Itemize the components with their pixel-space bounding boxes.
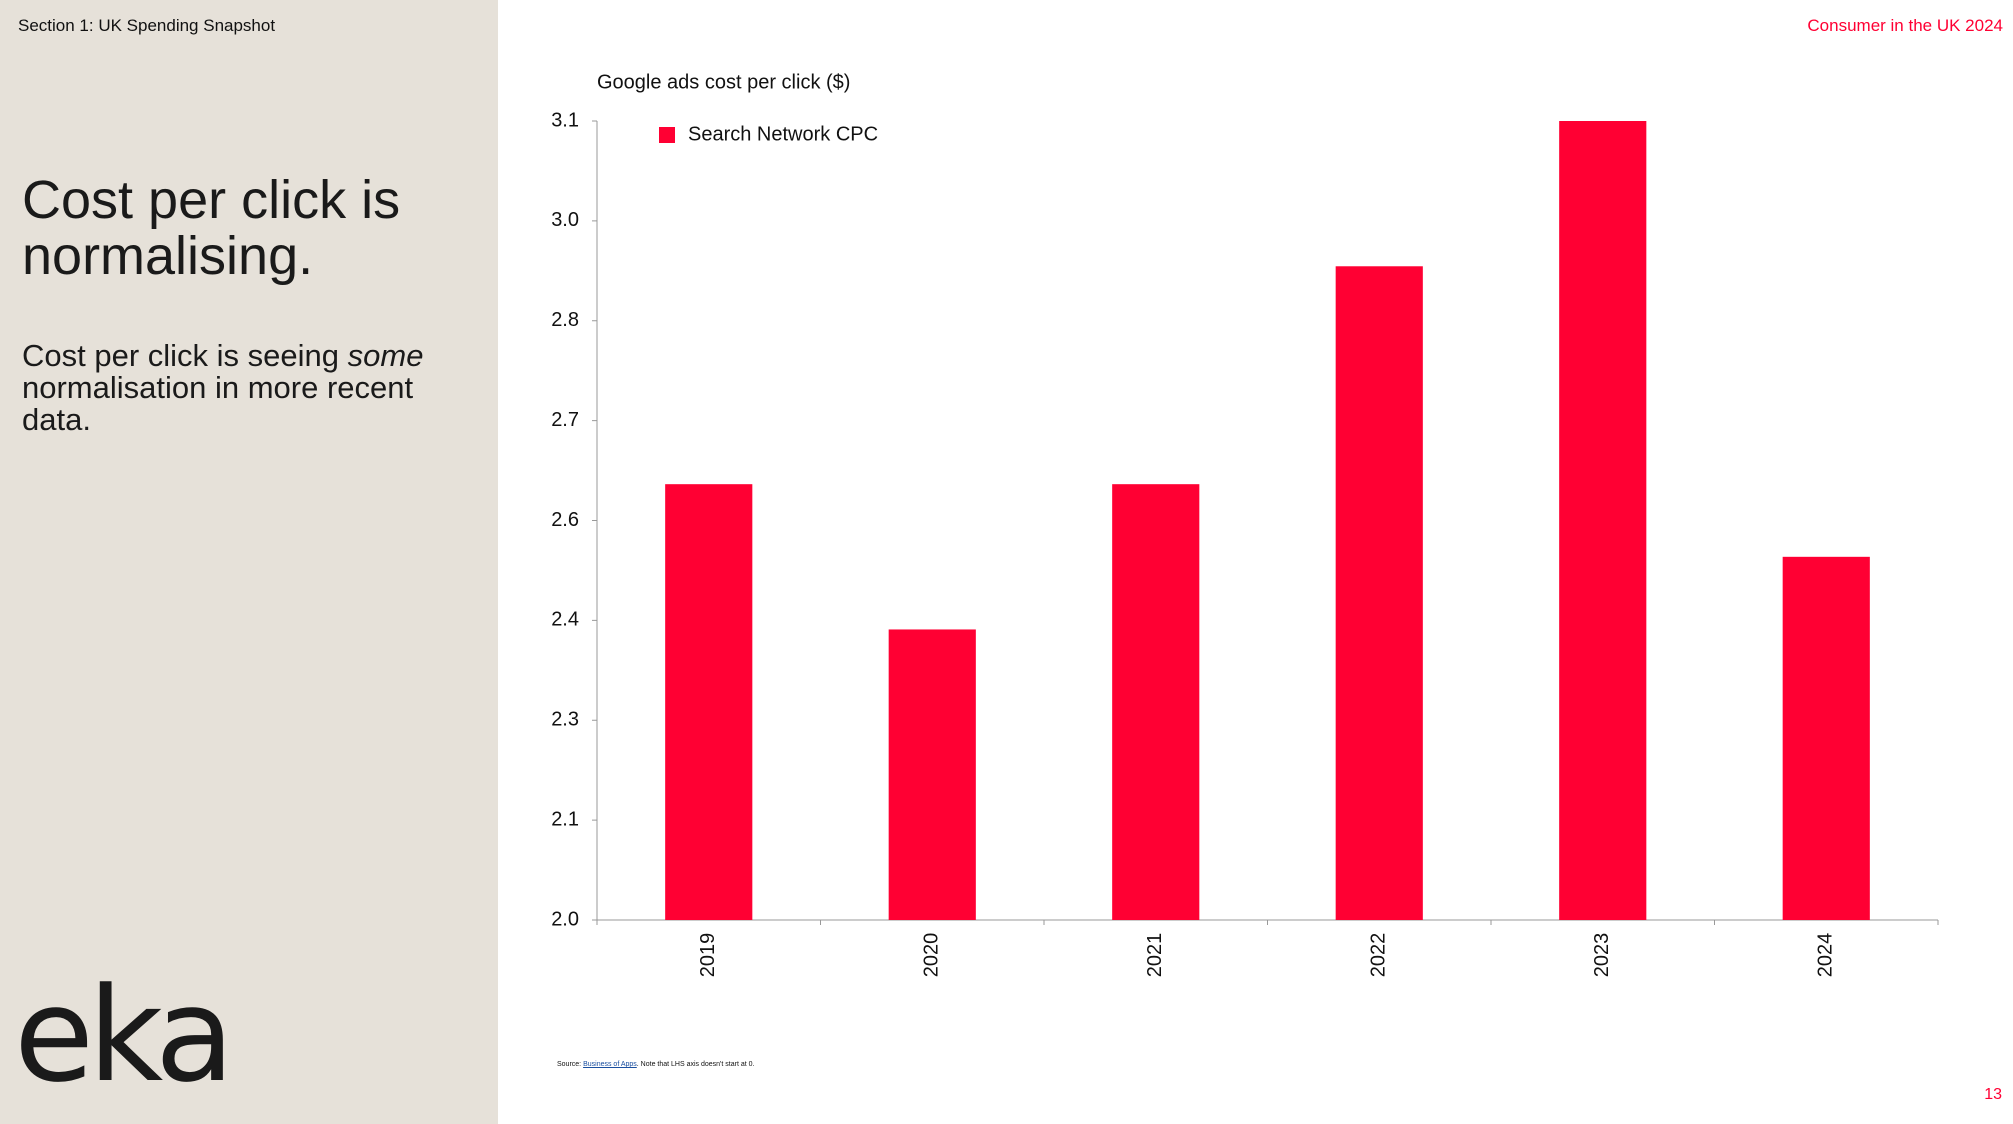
bar — [888, 629, 976, 920]
x-tick-label: 2020 — [921, 933, 943, 978]
bar — [665, 484, 753, 920]
section-label: Section 1: UK Spending Snapshot — [18, 16, 276, 35]
page-number: 13 — [1984, 1086, 2002, 1103]
x-tick-label: 2019 — [697, 933, 719, 978]
y-tick-label: 2.0 — [551, 908, 579, 930]
source-note: Source: Business of Apps. Note that LHS … — [557, 1061, 754, 1068]
side-panel: Section 1: UK Spending Snapshot Cost per… — [0, 0, 498, 1124]
y-tick-label: 2.4 — [551, 609, 579, 631]
chart-title: Google ads cost per click ($) — [597, 71, 850, 93]
source-text: . Note that LHS axis doesn't start at 0. — [636, 1061, 755, 1068]
source-link[interactable]: Business of Apps — [583, 1061, 637, 1068]
bar — [1559, 121, 1647, 920]
y-tick-label: 2.6 — [551, 509, 579, 531]
y-tick-label: 3.0 — [551, 209, 579, 231]
body-text: Cost per click is seeing some normalisat… — [22, 340, 462, 436]
heading: Cost per click is normalising. — [22, 170, 401, 286]
body-text-part: normalisation in more recent data. — [22, 370, 414, 437]
body-emphasis: some — [347, 338, 424, 373]
bar — [1782, 556, 1870, 920]
logo: eka — [14, 959, 235, 1111]
x-tick-label: 2024 — [1815, 933, 1837, 978]
x-tick-label: 2023 — [1591, 933, 1613, 978]
bar — [1335, 266, 1423, 921]
y-tick-label: 3.1 — [551, 109, 579, 131]
source-prefix: Source: — [557, 1061, 584, 1068]
y-tick-label: 2.1 — [551, 808, 579, 830]
legend-label: Search Network CPC — [688, 123, 878, 145]
report-title: Consumer in the UK 2024 — [1807, 16, 2003, 35]
x-tick-label: 2022 — [1368, 933, 1390, 978]
x-tick-label: 2021 — [1144, 933, 1166, 978]
y-tick-label: 2.3 — [551, 709, 579, 731]
legend-swatch — [659, 127, 675, 143]
y-tick-label: 2.7 — [551, 409, 579, 431]
bar — [1112, 484, 1200, 920]
y-tick-label: 2.8 — [551, 309, 579, 331]
body-text-part: Cost per click is seeing — [22, 338, 348, 373]
